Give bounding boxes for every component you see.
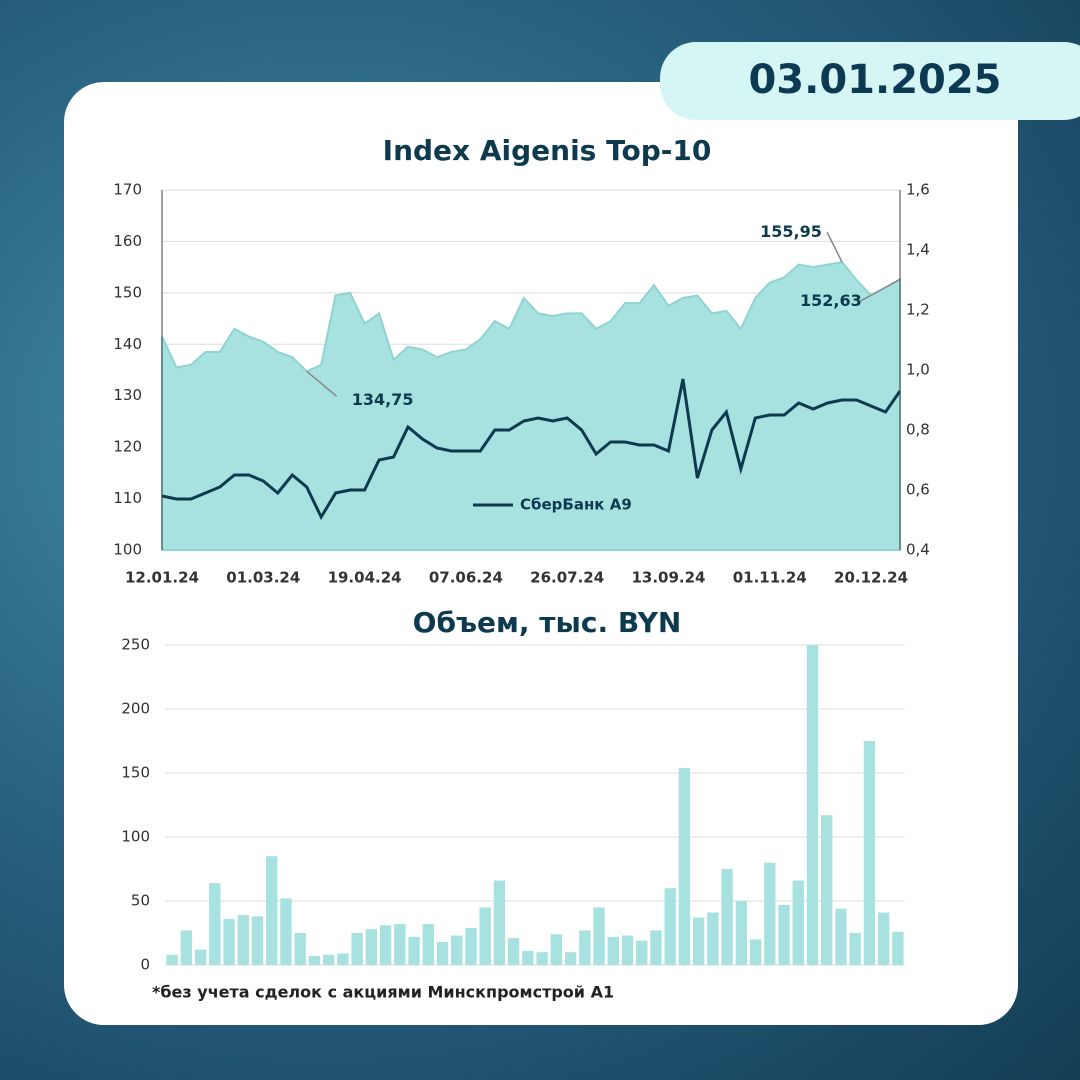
bar <box>892 931 904 965</box>
leader-line <box>826 231 843 263</box>
y-tick-label: 120 <box>113 438 142 456</box>
bar <box>792 880 804 965</box>
date-badge <box>660 42 1080 120</box>
bar <box>806 645 819 965</box>
x-tick-label: 13.09.24 <box>631 569 705 587</box>
bar <box>507 938 520 965</box>
bar <box>621 935 634 965</box>
bar <box>451 935 463 965</box>
bar <box>607 936 619 965</box>
x-tick-label: 26.07.24 <box>530 569 604 587</box>
y-tick-label: 110 <box>113 489 142 507</box>
y-tick-label: 150 <box>121 764 150 782</box>
bar <box>294 933 306 965</box>
bar <box>536 952 548 965</box>
bar <box>778 904 790 965</box>
footnote: *без учета сделок с акциями Минскпромстр… <box>152 983 614 1002</box>
bar <box>522 950 534 965</box>
bar <box>664 888 676 965</box>
bar <box>422 924 434 965</box>
chart-title: Index Aigenis Top-10 <box>383 134 712 167</box>
bar <box>209 883 221 965</box>
y-tick-label: 0,6 <box>906 481 930 499</box>
bar <box>735 901 748 965</box>
leader-line <box>306 370 338 397</box>
y-tick-label: 1,4 <box>906 241 930 259</box>
bar <box>835 908 847 965</box>
bar <box>465 927 477 965</box>
x-tick-label: 19.04.24 <box>328 569 402 587</box>
bar <box>308 956 321 965</box>
y-tick-label: 170 <box>113 181 142 199</box>
bar <box>821 815 833 965</box>
bar <box>764 862 776 965</box>
y-tick-label: 0,4 <box>906 541 930 559</box>
bar <box>337 953 349 965</box>
x-tick-label: 01.03.24 <box>226 569 300 587</box>
chart-title: Объем, тыс. BYN <box>413 606 682 639</box>
bar <box>479 907 491 965</box>
leader-line <box>859 278 901 302</box>
bar <box>408 936 420 965</box>
bar <box>650 930 662 965</box>
y-tick-label: 100 <box>113 541 142 559</box>
bar <box>251 916 264 965</box>
bar <box>436 941 449 965</box>
bar <box>593 907 605 965</box>
y-tick-label: 1,0 <box>906 361 930 379</box>
bar <box>707 912 719 965</box>
data-label: 155,95 <box>760 222 822 241</box>
area <box>161 261 901 551</box>
bar <box>550 934 563 965</box>
bar <box>394 924 406 965</box>
bar <box>863 741 876 965</box>
bar <box>849 933 861 965</box>
x-tick-label: 07.06.24 <box>429 569 503 587</box>
data-label: 152,63 <box>800 291 862 310</box>
line <box>161 378 902 521</box>
x-tick-label: 01.11.24 <box>733 569 807 587</box>
x-tick-label: 20.12.24 <box>834 569 908 587</box>
y-tick-label: 250 <box>121 636 150 654</box>
bar <box>237 915 249 965</box>
y-tick-label: 130 <box>113 386 142 404</box>
bar <box>579 930 591 965</box>
y-tick-label: 100 <box>121 828 150 846</box>
data-label: 134,75 <box>352 390 414 409</box>
bar <box>678 767 691 965</box>
y-tick-label: 150 <box>113 283 142 301</box>
y-tick-label: 140 <box>113 335 142 353</box>
bar <box>280 898 292 965</box>
legend-label: СберБанк А9 <box>520 496 632 514</box>
y-tick-label: 1,6 <box>906 181 930 199</box>
bar <box>692 917 705 965</box>
date: 03.01.2025 <box>748 57 1001 103</box>
bar <box>379 925 392 965</box>
bar <box>322 954 335 965</box>
y-tick-label: 0,8 <box>906 421 930 439</box>
y-tick-label: 160 <box>113 232 142 250</box>
bar <box>636 940 648 965</box>
bar <box>493 880 506 965</box>
bar <box>194 949 207 965</box>
bar <box>223 918 235 965</box>
bar <box>365 929 378 965</box>
bar <box>266 856 278 965</box>
bar <box>877 912 890 965</box>
bar <box>180 930 193 965</box>
y-tick-label: 1,2 <box>906 301 930 319</box>
bar <box>166 954 178 965</box>
x-tick-label: 12.01.24 <box>125 569 199 587</box>
y-tick-label: 200 <box>121 700 150 718</box>
y-tick-label: 0 <box>140 956 150 974</box>
y-tick-label: 50 <box>131 892 150 910</box>
bar <box>351 933 363 965</box>
bar <box>749 939 762 965</box>
bar <box>721 869 733 965</box>
bar <box>564 952 577 965</box>
